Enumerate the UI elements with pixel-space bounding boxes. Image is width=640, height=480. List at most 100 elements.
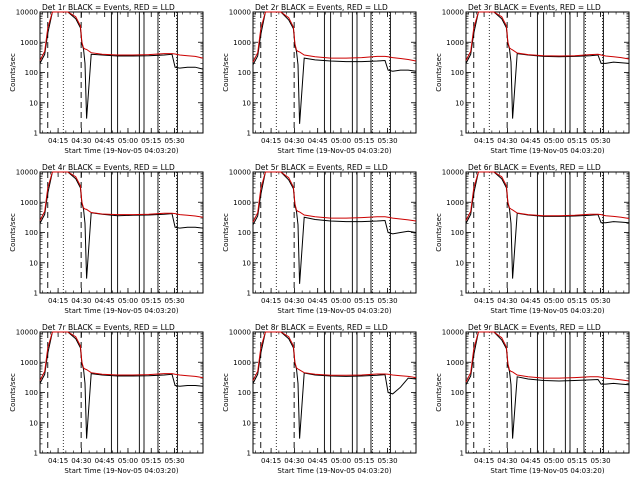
y-tick-label: 100	[25, 389, 38, 397]
plot-frame	[39, 331, 204, 454]
events-series-line	[465, 331, 630, 439]
lld-series-line	[39, 331, 204, 381]
x-axis-label: Start Time (19-Nov-05 04:03:20)	[64, 467, 178, 475]
events-series-line	[39, 171, 204, 279]
x-tick-label: 04:45	[95, 137, 115, 145]
x-tick-label: 05:30	[164, 137, 184, 145]
x-tick-label: 05:15	[567, 137, 587, 145]
y-tick-label: 100	[451, 69, 464, 77]
lld-series-line	[465, 171, 630, 221]
x-tick-label: 05:00	[331, 137, 351, 145]
chart-title: Det 1r BLACK = Events, RED = LLD	[42, 3, 175, 12]
y-tick-label: 1000	[233, 39, 251, 47]
y-axis-label: Counts/sec	[9, 213, 17, 252]
lld-series-line	[252, 11, 417, 63]
x-axis-label: Start Time (19-Nov-05 04:03:20)	[277, 467, 391, 475]
chart-title: Det 8r BLACK = Events, RED = LLD	[255, 323, 388, 332]
x-tick-label: 04:15	[48, 137, 68, 145]
y-tick-label: 100	[25, 69, 38, 77]
y-tick-label: 100	[238, 229, 251, 237]
y-tick-label: 10000	[229, 169, 251, 177]
y-tick-label: 1	[34, 290, 38, 298]
y-tick-label: 10	[29, 419, 38, 427]
x-tick-label: 05:30	[590, 137, 610, 145]
plot-frame	[252, 171, 417, 294]
chart-panel: Det 8r BLACK = Events, RED = LLD 1 10 100 10…	[222, 323, 417, 475]
y-tick-label: 10000	[442, 9, 464, 17]
x-axis-label: Start Time (19-Nov-05 04:03:20)	[64, 147, 178, 155]
x-tick-label: 05:15	[141, 457, 161, 465]
x-tick-label: 04:15	[48, 297, 68, 305]
x-tick-label: 04:45	[95, 297, 115, 305]
y-tick-label: 100	[451, 389, 464, 397]
x-tick-label: 04:45	[308, 137, 328, 145]
y-tick-label: 10000	[442, 329, 464, 337]
events-series-line	[252, 11, 417, 124]
y-tick-label: 10000	[16, 329, 38, 337]
chart-title: Det 4r BLACK = Events, RED = LLD	[42, 163, 175, 172]
y-tick-label: 1	[247, 290, 251, 298]
y-tick-label: 1	[247, 130, 251, 138]
x-tick-label: 05:00	[544, 457, 564, 465]
y-tick-label: 1000	[20, 199, 38, 207]
x-tick-label: 05:00	[118, 137, 138, 145]
chart-title: Det 7r BLACK = Events, RED = LLD	[42, 323, 175, 332]
x-tick-label: 05:00	[544, 137, 564, 145]
x-tick-label: 04:45	[521, 297, 541, 305]
plot-frame	[465, 331, 630, 454]
y-axis-label: Counts/sec	[222, 373, 230, 412]
y-axis-label: Counts/sec	[435, 373, 443, 412]
events-series-line	[252, 331, 417, 439]
x-tick-label: 05:15	[567, 457, 587, 465]
plot-frame	[39, 171, 204, 294]
chart-panel: Det 5r BLACK = Events, RED = LLD 1 10 100 10…	[222, 163, 417, 315]
x-tick-label: 05:15	[141, 297, 161, 305]
y-tick-label: 100	[451, 229, 464, 237]
x-tick-label: 05:30	[377, 137, 397, 145]
events-series-line	[39, 11, 204, 119]
chart-title: Det 9r BLACK = Events, RED = LLD	[468, 323, 601, 332]
x-tick-label: 05:30	[377, 457, 397, 465]
y-tick-label: 1000	[233, 359, 251, 367]
y-tick-label: 1	[34, 130, 38, 138]
lld-series-line	[465, 331, 630, 383]
x-tick-label: 05:00	[331, 297, 351, 305]
y-tick-label: 1000	[20, 39, 38, 47]
y-tick-label: 1000	[446, 39, 464, 47]
x-axis-label: Start Time (19-Nov-05 04:03:20)	[277, 307, 391, 315]
y-tick-label: 10000	[16, 9, 38, 17]
y-tick-label: 10	[29, 259, 38, 267]
y-tick-label: 10	[242, 99, 251, 107]
chart-panel: Det 4r BLACK = Events, RED = LLD 1 10 100 10…	[9, 163, 204, 315]
events-series-line	[465, 11, 630, 119]
x-tick-label: 05:15	[141, 137, 161, 145]
y-tick-label: 10000	[16, 169, 38, 177]
x-tick-label: 04:30	[71, 297, 91, 305]
x-tick-label: 04:30	[71, 137, 91, 145]
y-tick-label: 10000	[229, 329, 251, 337]
x-tick-label: 04:15	[48, 457, 68, 465]
y-tick-label: 100	[238, 389, 251, 397]
lld-series-line	[39, 11, 204, 61]
x-tick-label: 04:30	[284, 297, 304, 305]
x-tick-label: 04:15	[261, 297, 281, 305]
x-tick-label: 04:15	[474, 137, 494, 145]
chart-title: Det 5r BLACK = Events, RED = LLD	[255, 163, 388, 172]
x-tick-label: 04:45	[521, 457, 541, 465]
y-tick-label: 10	[242, 259, 251, 267]
plot-frame	[252, 331, 417, 454]
x-tick-label: 05:30	[590, 457, 610, 465]
chart-panel: Det 7r BLACK = Events, RED = LLD 1 10 100 10…	[9, 323, 204, 475]
plot-frame	[252, 11, 417, 134]
x-tick-label: 05:00	[118, 297, 138, 305]
x-tick-label: 05:30	[164, 297, 184, 305]
x-tick-label: 05:30	[164, 457, 184, 465]
y-axis-label: Counts/sec	[222, 213, 230, 252]
x-tick-label: 04:15	[261, 137, 281, 145]
y-tick-label: 10	[455, 259, 464, 267]
plot-frame	[465, 171, 630, 294]
y-axis-label: Counts/sec	[435, 53, 443, 92]
y-tick-label: 1000	[446, 199, 464, 207]
y-tick-label: 1000	[446, 359, 464, 367]
x-tick-label: 05:30	[590, 297, 610, 305]
